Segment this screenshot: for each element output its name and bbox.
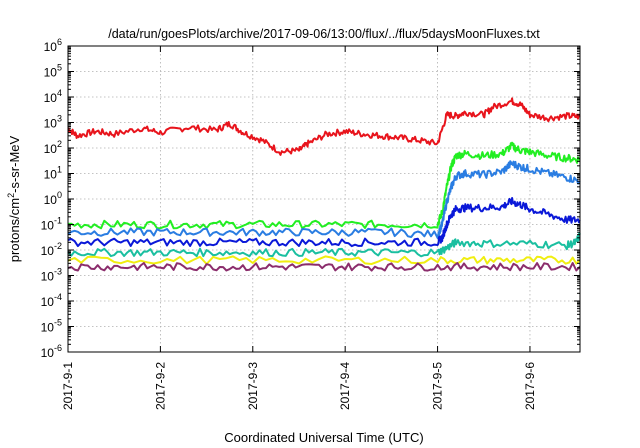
y-tick-label: 102 xyxy=(44,139,62,156)
x-tick-label: 2017-9-4 xyxy=(338,362,352,410)
y-tick-label: 101 xyxy=(44,165,62,182)
series-line-7 xyxy=(67,262,581,272)
series-line-1 xyxy=(67,97,581,156)
y-axis-label-sup: 2 xyxy=(6,193,16,198)
x-tick-label: 2017-9-6 xyxy=(523,362,537,410)
y-axis-label-post: -s-sr-MeV xyxy=(7,135,22,192)
chart-title: /data/run/goesPlots/archive/2017-09-06/1… xyxy=(108,27,540,41)
y-tick-label: 100 xyxy=(44,190,62,207)
series-line-6 xyxy=(67,255,581,265)
axis-ticks: 10-6 10-5 10-4 10-3 10-2 10-1 100 101 102 103 104 1… xyxy=(41,37,580,410)
y-tick-label: 10-1 xyxy=(41,216,62,233)
y-tick-label: 10-2 xyxy=(41,241,62,258)
y-tick-label: 103 xyxy=(44,114,62,131)
y-tick-label: 10-3 xyxy=(41,267,62,284)
y-tick-label: 10-4 xyxy=(41,292,62,309)
grid xyxy=(68,46,580,352)
y-tick-label: 10-6 xyxy=(41,343,62,360)
series-line-5 xyxy=(67,232,581,258)
series-line-3 xyxy=(67,160,581,239)
x-tick-label: 2017-9-5 xyxy=(431,362,445,410)
y-axis-label-pre: protons/cm xyxy=(7,198,22,262)
y-tick-label: 10-5 xyxy=(41,318,62,335)
y-axis-label: protons/cm2-s-sr-MeV xyxy=(6,135,22,262)
x-tick-label: 2017-9-2 xyxy=(153,362,167,410)
x-axis-label: Coordinated Universal Time (UTC) xyxy=(224,430,423,445)
x-tick-label: 2017-9-1 xyxy=(61,362,75,410)
series-line-2 xyxy=(67,141,580,230)
x-tick-label: 2017-9-3 xyxy=(246,362,260,410)
y-tick-label: 106 xyxy=(44,37,62,54)
y-tick-label: 105 xyxy=(44,63,62,80)
series-group xyxy=(67,97,581,272)
y-tick-label: 104 xyxy=(44,88,62,105)
series-line-4 xyxy=(67,197,581,248)
